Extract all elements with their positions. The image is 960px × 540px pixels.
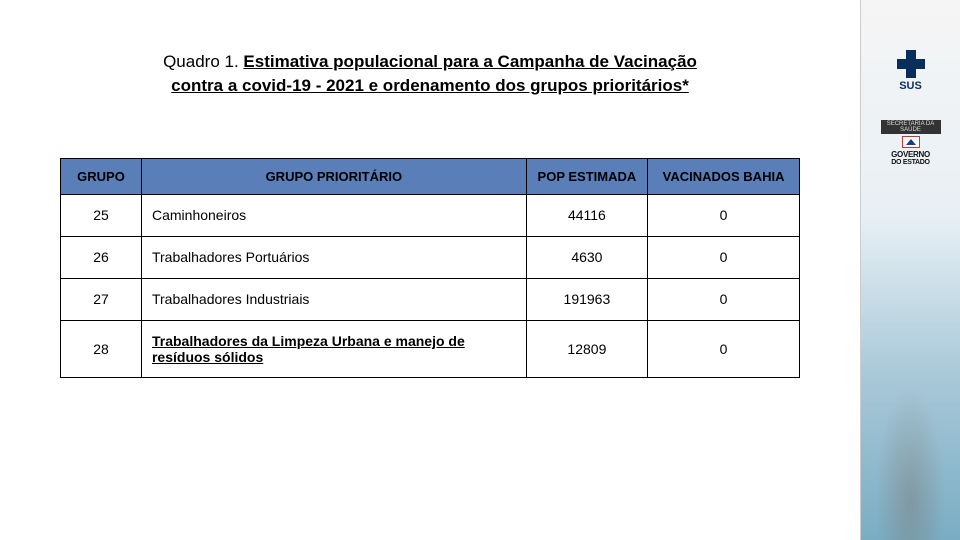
col-header-vac: VACINADOS BAHIA [648, 158, 800, 194]
cell-desc: Trabalhadores da Limpeza Urbana e manejo… [141, 320, 526, 377]
table-row: 27 Trabalhadores Industriais 191963 0 [61, 278, 800, 320]
cell-grupo: 25 [61, 194, 142, 236]
cell-desc: Caminhoneiros [141, 194, 526, 236]
col-header-pop: POP ESTIMADA [526, 158, 647, 194]
table-row: 28 Trabalhadores da Limpeza Urbana e man… [61, 320, 800, 377]
table-row: 26 Trabalhadores Portuários 4630 0 [61, 236, 800, 278]
table-header-row: GRUPO GRUPO PRIORITÁRIO POP ESTIMADA VAC… [61, 158, 800, 194]
title-bold-1: Estimativa populacional para a Campanha … [243, 52, 697, 71]
cell-desc: Trabalhadores Portuários [141, 236, 526, 278]
priority-groups-table: GRUPO GRUPO PRIORITÁRIO POP ESTIMADA VAC… [60, 158, 800, 378]
cell-vac: 0 [648, 320, 800, 377]
col-header-grupo: GRUPO [61, 158, 142, 194]
col-header-prioritario: GRUPO PRIORITÁRIO [141, 158, 526, 194]
cell-vac: 0 [648, 236, 800, 278]
cell-vac: 0 [648, 278, 800, 320]
cell-vac: 0 [648, 194, 800, 236]
sus-label: SUS [891, 80, 931, 92]
cell-pop: 12809 [526, 320, 647, 377]
table-row: 25 Caminhoneiros 44116 0 [61, 194, 800, 236]
cell-desc-bold: Trabalhadores da Limpeza Urbana e manejo… [152, 333, 465, 365]
syringe-decoration [861, 340, 960, 540]
main-content: Quadro 1. Estimativa populacional para a… [0, 0, 860, 540]
cell-pop: 191963 [526, 278, 647, 320]
gov-line1: GOVERNO [881, 150, 941, 159]
governo-logo: SECRETARIA DA SAÚDE GOVERNO DO ESTADO [881, 120, 941, 166]
page-title: Quadro 1. Estimativa populacional para a… [130, 50, 730, 98]
gov-line2: DO ESTADO [881, 159, 941, 166]
sus-plus-icon [897, 50, 925, 78]
gov-small-text: SECRETARIA DA SAÚDE [881, 120, 941, 134]
cell-desc: Trabalhadores Industriais [141, 278, 526, 320]
cell-pop: 44116 [526, 194, 647, 236]
sidebar-logos: SUS SECRETARIA DA SAÚDE GOVERNO DO ESTAD… [860, 0, 960, 540]
cell-grupo: 26 [61, 236, 142, 278]
bahia-flag-icon [902, 136, 920, 148]
cell-pop: 4630 [526, 236, 647, 278]
cell-grupo: 27 [61, 278, 142, 320]
title-prefix: Quadro 1. [163, 52, 243, 71]
sus-logo: SUS [891, 50, 931, 92]
title-bold-2: contra a covid-19 - 2021 e ordenamento d… [171, 76, 689, 95]
cell-grupo: 28 [61, 320, 142, 377]
